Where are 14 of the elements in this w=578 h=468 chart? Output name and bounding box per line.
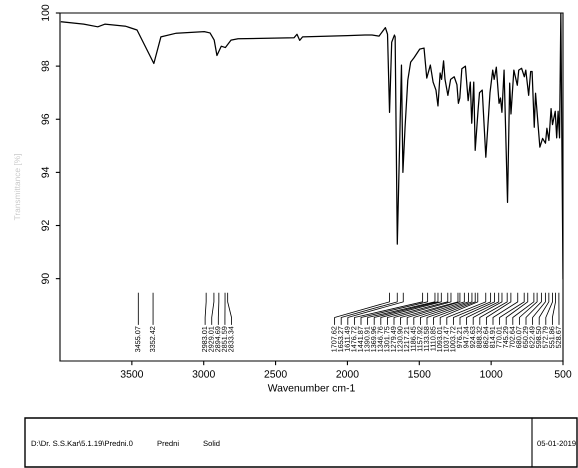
y-tick-label: 96	[42, 114, 49, 125]
x-tick-label: 3500	[120, 370, 144, 378]
x-axis-title: Wavenumber cm-1	[268, 384, 355, 392]
x-tick-label: 1500	[408, 370, 430, 378]
x-tick-label: 2000	[336, 370, 359, 378]
x-tick-label: 2500	[264, 370, 287, 378]
y-tick-label: 90	[42, 273, 49, 284]
x-tick-label: 1000	[480, 370, 502, 378]
y-tick-label: 100	[42, 4, 49, 21]
x-tick-label: 500	[554, 370, 572, 378]
y-tick-label: 92	[42, 220, 49, 231]
x-tick-label: 3000	[192, 370, 215, 378]
y-tick-label: 94	[42, 166, 49, 178]
y-tick-label: 98	[42, 60, 49, 72]
